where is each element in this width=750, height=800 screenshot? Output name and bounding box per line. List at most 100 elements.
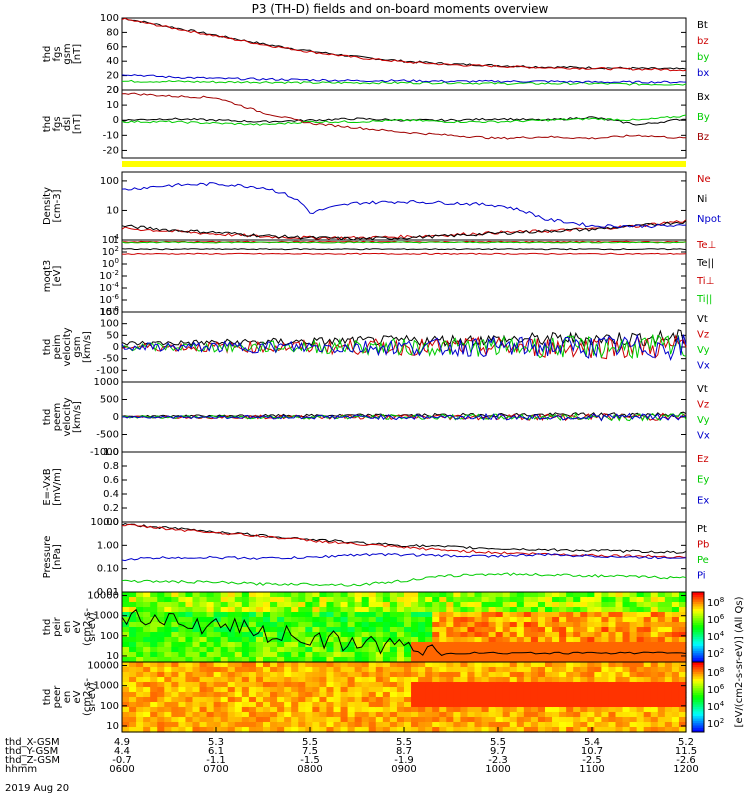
- spectrogram-cell: [580, 647, 588, 653]
- spectrogram-cell: [248, 647, 257, 653]
- spectrogram-cell: [664, 672, 673, 678]
- spectrogram-cell: [340, 607, 349, 613]
- y-axis-label: peem: [52, 403, 63, 431]
- spectrogram-cell: [192, 632, 201, 638]
- spectrogram-cell: [227, 667, 236, 673]
- spectrogram-cell: [248, 727, 257, 733]
- spectrogram-cell: [530, 632, 539, 638]
- spectrogram-cell: [241, 712, 250, 718]
- spectrogram-cell: [375, 677, 384, 683]
- spectrogram-cell: [227, 722, 236, 728]
- spectrogram-cell: [213, 697, 222, 703]
- spectrogram-cell: [178, 602, 187, 608]
- spectrogram-cell: [636, 652, 645, 658]
- spectrogram-cell: [552, 667, 560, 673]
- spectrogram-cell: [587, 602, 595, 608]
- spectrogram-cell: [453, 657, 461, 663]
- spectrogram-cell: [657, 712, 666, 718]
- spectrogram-cell: [319, 667, 328, 673]
- spectrogram-cell: [347, 692, 356, 698]
- spectrogram-cell: [136, 622, 144, 628]
- spectrogram-cell: [305, 692, 313, 698]
- spectrogram-cell: [213, 707, 222, 713]
- spectrogram-cell: [502, 657, 511, 663]
- spectrogram-cell: [460, 657, 469, 663]
- spectrogram-cell: [213, 632, 222, 638]
- spectrogram-cell: [657, 702, 666, 708]
- spectrogram-cell: [298, 602, 306, 608]
- spectrogram-cell: [530, 672, 539, 678]
- spectrogram-cell: [361, 707, 370, 713]
- orbit-label: thd_Y-GSM: [5, 746, 58, 757]
- spectrogram-cell: [263, 722, 271, 728]
- spectrogram-cell: [234, 722, 243, 728]
- spectrogram-cell: [481, 652, 490, 658]
- spectrogram-cell: [559, 607, 567, 613]
- spectrogram-cell: [143, 712, 151, 718]
- spectrogram-cell: [192, 612, 201, 618]
- spectrogram-cell: [143, 607, 151, 613]
- spectrogram-cell: [305, 657, 313, 663]
- spectrogram-cell: [439, 627, 447, 633]
- spectrogram-cell: [502, 607, 511, 613]
- spectrogram-cell: [657, 727, 666, 733]
- spectrogram-cell: [601, 622, 610, 628]
- panel-frame: [121, 239, 687, 313]
- spectrogram-cell: [530, 722, 539, 728]
- spectrogram-cell: [136, 662, 144, 668]
- spectrogram-cell: [340, 692, 349, 698]
- spectrogram-cell: [263, 712, 271, 718]
- spectrogram-cell: [678, 632, 687, 638]
- spectrogram-cell: [594, 652, 602, 658]
- spectrogram-cell: [671, 712, 680, 718]
- spectrogram-cell: [474, 697, 483, 703]
- spectrogram-cell: [552, 602, 560, 608]
- spectrogram-cell: [404, 627, 412, 633]
- spectrogram-cell: [488, 612, 497, 618]
- spectrogram-cell: [354, 612, 363, 618]
- spectrogram-cell: [636, 672, 645, 678]
- spectrogram-cell: [439, 677, 447, 683]
- spectrogram-cell: [192, 672, 201, 678]
- spectrogram-cell: [446, 697, 454, 703]
- spectrogram-cell: [411, 662, 419, 668]
- spectrogram-cell: [368, 687, 377, 693]
- colorbar-cell: [692, 622, 704, 626]
- spectrogram-cell: [664, 692, 673, 698]
- spectrogram-cell: [573, 617, 581, 623]
- spectrogram-cell: [122, 607, 130, 613]
- spectrogram-cell: [354, 727, 363, 733]
- legend-Bx: Bx: [697, 92, 710, 103]
- spectrogram-cell: [136, 717, 144, 723]
- spectrogram-cell: [206, 677, 215, 683]
- spectrogram-cell: [206, 707, 215, 713]
- spectrogram-cell: [382, 677, 391, 683]
- spectrogram-cell: [545, 692, 553, 698]
- spectrogram-cell: [382, 642, 391, 648]
- spectrogram-cell: [284, 697, 292, 703]
- spectrogram-cell: [601, 692, 610, 698]
- spectrogram-cell: [530, 647, 539, 653]
- y-tick-label: 20: [106, 71, 119, 82]
- spectrogram-cell: [678, 727, 687, 733]
- spectrogram-cell: [263, 662, 271, 668]
- orbit-value: 4.4: [114, 746, 130, 757]
- spectrogram-cell: [671, 602, 680, 608]
- spectrogram-cell: [488, 662, 497, 668]
- spectrogram-cell: [129, 722, 137, 728]
- spectrogram-cell: [255, 652, 264, 658]
- spectrogram-cell: [157, 727, 165, 733]
- spectrogram-cell: [530, 657, 539, 663]
- spectrogram-cell: [298, 692, 306, 698]
- spectrogram-cell: [213, 627, 222, 633]
- spectrogram-cell: [361, 697, 370, 703]
- spectrogram-cell: [164, 602, 172, 608]
- series-Pe-line: [121, 572, 687, 587]
- spectrogram-cell: [192, 677, 201, 683]
- spectrogram-cell: [608, 672, 617, 678]
- spectrogram-cell: [255, 682, 264, 688]
- spectrogram-cell: [671, 667, 680, 673]
- spectrogram-cell: [467, 597, 476, 603]
- spectrogram-cell: [382, 702, 391, 708]
- spectrogram-cell: [143, 652, 151, 658]
